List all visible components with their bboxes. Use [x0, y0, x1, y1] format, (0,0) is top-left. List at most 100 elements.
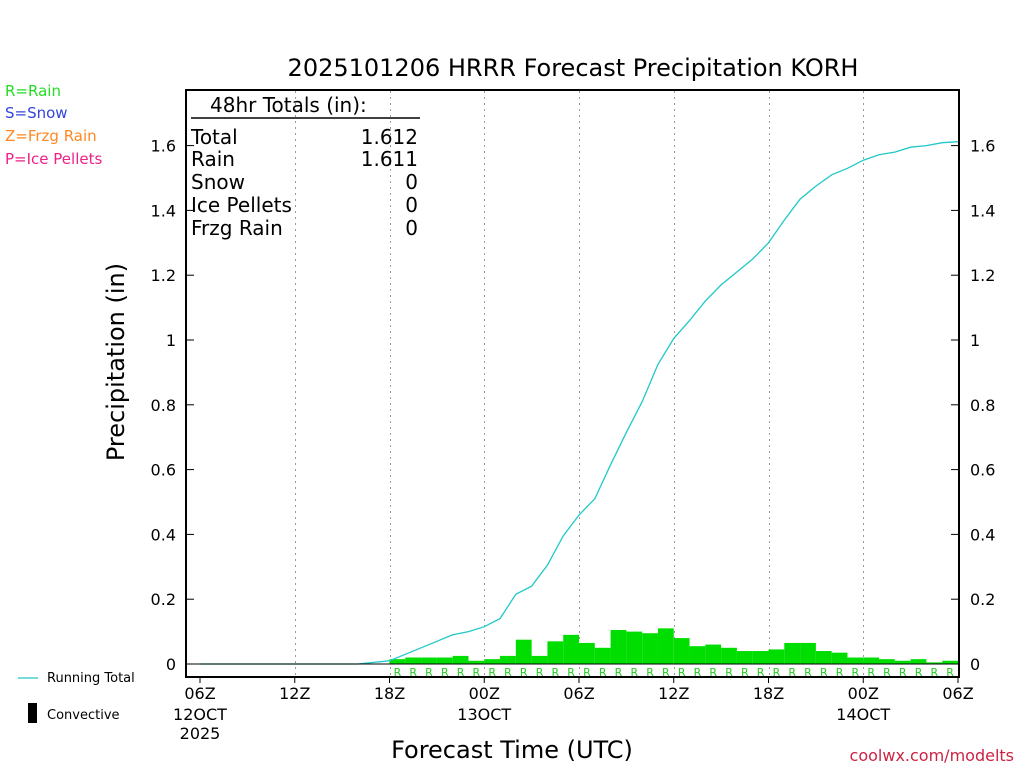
ptype-marker: R — [757, 666, 765, 679]
y-tick-label-right: 0 — [970, 655, 980, 674]
ptype-marker: R — [725, 666, 733, 679]
y-tick-label-left: 1 — [166, 331, 176, 350]
x-tick-label: 00Z — [848, 684, 879, 703]
x-tick-label: 12Z — [279, 684, 310, 703]
x-tick-label: 12Z — [658, 684, 689, 703]
hourly-bar — [468, 660, 485, 664]
ptype-marker: R — [915, 666, 923, 679]
hourly-bar — [831, 652, 848, 664]
ptype-marker: R — [646, 666, 654, 679]
y-tick-label-right: 0.8 — [970, 396, 995, 415]
ptype-marker: R — [504, 666, 512, 679]
hourly-bar — [879, 659, 895, 664]
ptype-legend-snow: S=Snow — [5, 104, 68, 122]
hourly-bar — [721, 647, 737, 664]
ptype-marker: R — [694, 666, 702, 679]
plot-frame — [185, 89, 960, 678]
x-tick-label: 06Z — [563, 684, 594, 703]
hourly-bar — [452, 655, 469, 664]
totals-ice-pellets-label: Ice Pellets — [191, 193, 292, 217]
bottom-legend: Running Total Convective — [18, 671, 135, 723]
totals-rain-value: 1.611 — [361, 147, 418, 171]
convective-legend-label: Convective — [47, 708, 120, 723]
ptype-marker: R — [409, 666, 417, 679]
ptype-marker: R — [630, 666, 638, 679]
running-total-line — [200, 141, 959, 665]
x-tick-label: 00Z — [469, 684, 500, 703]
totals-snow-label: Snow — [191, 170, 245, 194]
totals-total-value: 1.612 — [361, 125, 418, 149]
hourly-bar — [579, 642, 595, 664]
ptype-marker: R — [804, 666, 812, 679]
ptype-marker: R — [946, 666, 954, 679]
hourly-bar — [752, 651, 769, 664]
hourly-bars — [389, 628, 958, 664]
hourly-bar — [563, 634, 579, 664]
hourly-bar — [926, 662, 943, 664]
x-tick-date: 13OCT — [457, 705, 511, 724]
x-tick-label: 06Z — [942, 684, 973, 703]
hourly-bar — [894, 660, 911, 664]
y-axis-right: 0 0.2 0.4 0.6 0.8 1 1.2 1.4 1.6 — [951, 137, 995, 674]
hourly-bar — [657, 628, 674, 664]
hourly-bar — [484, 659, 501, 664]
hourly-bar — [673, 638, 690, 664]
hourly-bar — [847, 657, 864, 664]
ptype-marker: R — [741, 666, 749, 679]
totals-ice-pellets-value: 0 — [405, 193, 418, 217]
y-tick-label-right: 1.4 — [970, 201, 995, 220]
ptype-marker: R — [599, 666, 607, 679]
ptype-marker: R — [488, 666, 496, 679]
hourly-bar — [689, 646, 706, 664]
hourly-bar — [436, 657, 453, 664]
ptype-marker: R — [930, 666, 938, 679]
x-axis-label: Forecast Time (UTC) — [391, 736, 633, 764]
ptype-marker: R — [536, 666, 544, 679]
totals-frzg-rain-value: 0 — [405, 216, 418, 240]
ptype-marker: R — [457, 666, 465, 679]
ptype-marker: R — [867, 666, 875, 679]
ptype-marker: R — [678, 666, 686, 679]
y-tick-label-left: 1.4 — [151, 201, 176, 220]
y-tick-label-left: 0.4 — [151, 525, 176, 544]
y-tick-label-left: 0.6 — [151, 461, 176, 480]
hourly-bar — [736, 651, 753, 664]
ptype-marker: R — [394, 666, 402, 679]
ptype-marker: R — [615, 666, 623, 679]
hourly-bar — [515, 639, 532, 664]
x-tick-date: 14OCT — [836, 705, 890, 724]
y-tick-label-right: 1.2 — [970, 266, 995, 285]
ptype-marker: R — [473, 666, 481, 679]
ptype-marker: R — [583, 666, 591, 679]
y-axis-left: 0 0.2 0.4 0.6 0.8 1 1.2 1.4 1.6 — [151, 137, 194, 674]
ptype-marker: R — [883, 666, 891, 679]
y-tick-label-left: 0.8 — [151, 396, 176, 415]
hourly-bar — [784, 642, 801, 664]
hourly-bar — [500, 655, 516, 664]
hourly-bar — [800, 642, 816, 664]
y-tick-label-right: 1.6 — [970, 137, 995, 156]
hourly-bar — [863, 657, 880, 664]
x-tick-date: 12OCT — [173, 705, 227, 724]
ptype-marker: R — [788, 666, 796, 679]
running-total-legend-label: Running Total — [47, 671, 135, 686]
totals-snow-value: 0 — [405, 170, 418, 194]
hourly-bar — [705, 644, 722, 664]
grid-lines — [295, 91, 864, 676]
x-tick-label: 06Z — [184, 684, 215, 703]
x-tick-label: 18Z — [753, 684, 784, 703]
hourly-bar — [405, 657, 422, 664]
totals-total-label: Total — [190, 125, 238, 149]
ptype-marker: R — [773, 666, 781, 679]
y-axis-label: Precipitation (in) — [102, 263, 130, 461]
ptype-marker: R — [662, 666, 670, 679]
ptype-marker: R — [551, 666, 559, 679]
y-tick-label-left: 0 — [166, 655, 176, 674]
ptype-marker: R — [836, 666, 844, 679]
totals-frzg-rain-label: Frzg Rain — [191, 216, 283, 240]
hourly-bar — [910, 659, 927, 664]
credit-text: coolwx.com/modelts — [850, 746, 1014, 765]
ptype-legend-frzg-rain: Z=Frzg Rain — [5, 127, 97, 145]
